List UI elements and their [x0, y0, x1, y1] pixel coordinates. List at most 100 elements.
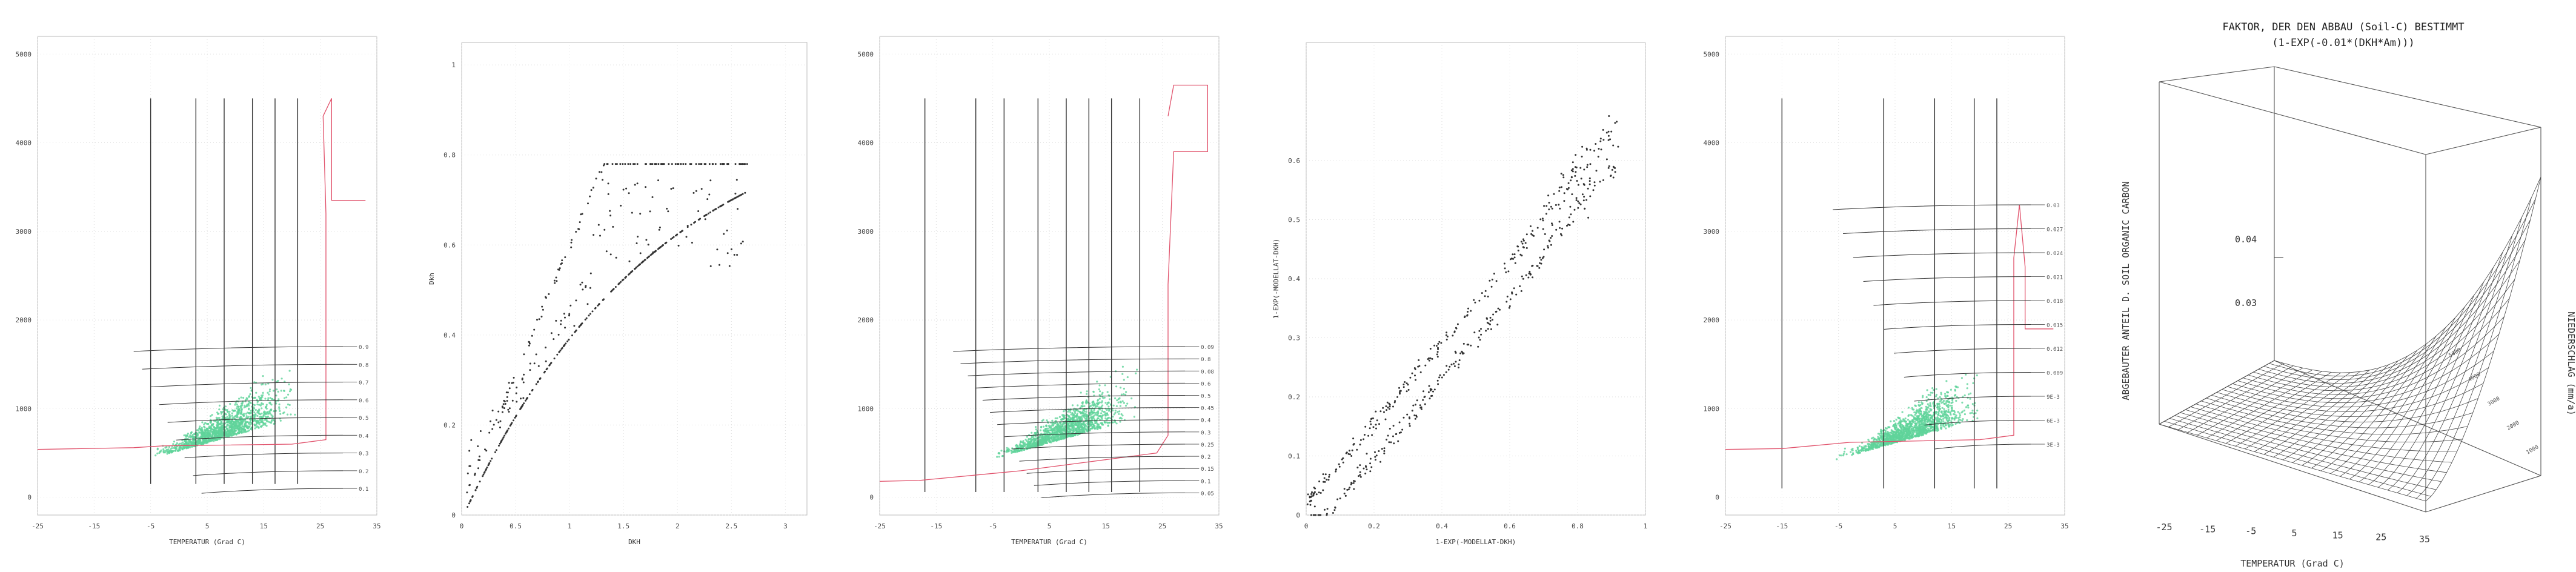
scatter-point: [257, 412, 260, 414]
scatter-point: [1031, 436, 1034, 439]
scatter-point: [168, 452, 171, 454]
scatter-point: [1051, 425, 1053, 427]
scatter-point: [734, 193, 737, 195]
scatter-point: [470, 439, 473, 441]
scatter-point: [1070, 413, 1072, 416]
scatter-point: [1947, 408, 1950, 411]
scatter-point: [186, 434, 188, 437]
scatter-point: [1098, 388, 1100, 391]
scatter-point: [241, 419, 243, 422]
scatter-point: [1940, 393, 1942, 396]
scatter-point: [1895, 424, 1897, 427]
red-boundary-line: [879, 84, 1208, 482]
scatter-point: [1947, 405, 1950, 408]
scatter-point: [548, 364, 551, 367]
scatter-point: [1505, 301, 1508, 303]
scatter-point: [245, 421, 247, 424]
scatter-point: [651, 196, 654, 198]
contour-label: 0.3: [1201, 430, 1210, 436]
scatter-point: [1908, 414, 1910, 416]
scatter-point: [239, 422, 241, 425]
scatter-point: [1550, 205, 1552, 208]
scatter-point: [1106, 391, 1109, 393]
scatter-point: [1899, 419, 1902, 422]
scatter-point: [1441, 376, 1443, 379]
scatter-point: [1466, 344, 1469, 346]
scatter-point: [1477, 345, 1479, 348]
scatter-point: [1427, 391, 1430, 393]
scatter-point: [1375, 454, 1378, 457]
scatter-point: [1581, 145, 1584, 148]
scatter-point: [597, 304, 600, 305]
scatter-point: [566, 340, 569, 342]
scatter-point: [587, 202, 589, 205]
scatter-point: [1094, 422, 1097, 425]
scatter-point: [1100, 405, 1103, 408]
x-tick-label: 0.2: [1368, 522, 1380, 530]
scatter-point: [1612, 144, 1615, 147]
scatter-point: [205, 422, 208, 425]
scatter-point: [1437, 347, 1439, 349]
scatter-point: [1588, 180, 1591, 182]
scatter-point: [1955, 399, 1957, 402]
scatter-point: [1918, 422, 1920, 425]
scatter-point: [730, 248, 732, 250]
scatter-point: [218, 417, 221, 419]
scatter-point: [1097, 410, 1100, 413]
scatter-point: [1112, 416, 1114, 418]
scatter-point: [1364, 465, 1367, 467]
scatter-point: [220, 433, 222, 436]
scatter-point: [160, 449, 162, 451]
scatter-point: [1453, 331, 1456, 333]
scatter-point: [1404, 381, 1406, 383]
scatter-point: [568, 339, 570, 341]
scatter-point: [734, 163, 737, 165]
scatter-point: [1104, 384, 1106, 387]
contour-label: 0.6: [359, 398, 368, 404]
scatter-point: [1326, 513, 1328, 515]
scatter-point: [1597, 156, 1599, 158]
scatter-point: [1076, 417, 1078, 421]
x-tick-label: -25: [32, 522, 44, 530]
scatter-point: [1541, 218, 1544, 220]
scatter-point: [468, 450, 471, 452]
scatter-point: [210, 424, 213, 426]
y-tick-label: 3000: [1704, 228, 1720, 236]
scatter-point: [529, 369, 531, 371]
scatter-point: [218, 404, 221, 407]
scatter-point: [1901, 411, 1904, 413]
scatter-point: [1083, 416, 1086, 419]
scatter-point: [1939, 396, 1941, 399]
scatter-point: [1607, 135, 1610, 137]
scatter-point: [1101, 391, 1104, 394]
scatter-point: [1446, 335, 1449, 338]
scatter-point: [482, 475, 484, 477]
scatter-point: [618, 282, 620, 285]
scatter-point: [570, 241, 573, 244]
scatter-point: [233, 422, 235, 425]
scatter-point: [1541, 257, 1544, 259]
scatter-point: [719, 163, 722, 165]
scatter-point: [1411, 410, 1413, 412]
scatter-point: [1573, 208, 1576, 211]
x-tick-label: 1: [568, 522, 572, 530]
scatter-point: [1343, 493, 1346, 494]
scatter-point: [259, 413, 262, 416]
scatter-point: [1961, 419, 1964, 422]
scatter-point: [1561, 186, 1562, 188]
scatter-point: [1562, 176, 1565, 179]
scatter-point: [620, 281, 622, 283]
scatter-point: [1527, 276, 1530, 279]
scatter-point: [553, 358, 556, 360]
scatter-point: [707, 212, 709, 215]
scatter-point: [556, 280, 558, 282]
scatter-point: [271, 416, 273, 419]
scatter-point: [616, 163, 618, 165]
scatter-point: [154, 454, 157, 457]
scatter-point: [1432, 390, 1434, 393]
scatter-point: [1489, 316, 1492, 319]
scatter-point: [1960, 411, 1963, 414]
contour-line: [201, 488, 344, 494]
scatter-point: [185, 443, 188, 446]
scatter-point: [1031, 440, 1033, 442]
